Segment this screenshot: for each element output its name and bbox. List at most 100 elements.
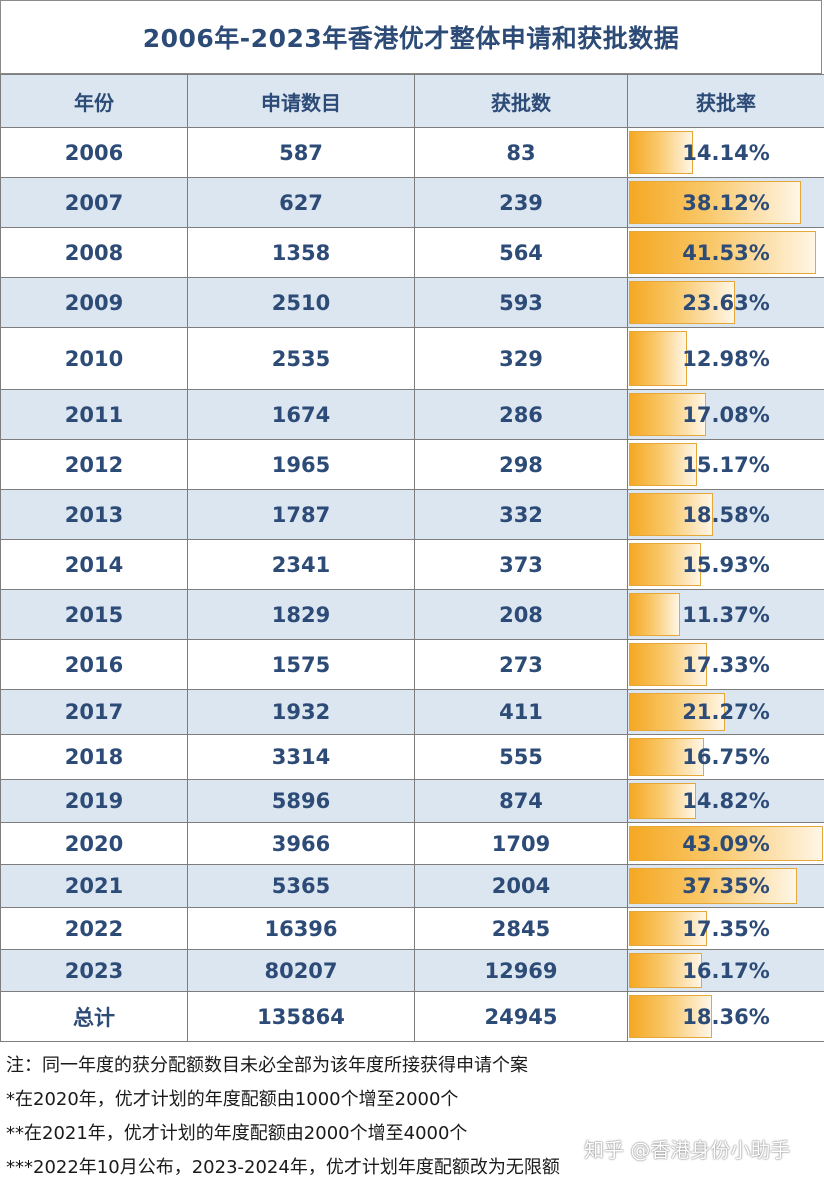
rate-value: 17.35%: [682, 916, 770, 941]
table-row: 2015 1829 208 11.37%: [0, 589, 824, 640]
rate-value: 15.93%: [682, 552, 770, 577]
rate-value: 15.17%: [682, 452, 770, 477]
rate-value: 18.58%: [682, 502, 770, 527]
total-approved-cell: 24945: [414, 991, 628, 1042]
rate-value: 14.14%: [682, 140, 770, 165]
approved-cell: 564: [414, 227, 628, 278]
rate-data-bar: [629, 281, 736, 324]
rate-cell: 23.63%: [627, 277, 824, 328]
rate-data-bar: [629, 443, 698, 486]
rate-value: 14.82%: [682, 789, 770, 813]
year-cell: 2023: [0, 949, 188, 992]
applied-cell: 1674: [187, 389, 415, 440]
rate-value: 37.35%: [682, 874, 770, 898]
rate-data-bar: [629, 393, 706, 436]
approved-cell: 593: [414, 277, 628, 328]
table-row: 2020 3966 1709 43.09%: [0, 822, 824, 865]
year-cell: 2015: [0, 589, 188, 640]
rate-value: 17.33%: [682, 652, 770, 677]
approved-cell: 2845: [414, 907, 628, 950]
rate-data-bar: [629, 493, 713, 536]
applied-cell: 587: [187, 127, 415, 178]
applied-cell: 1829: [187, 589, 415, 640]
rate-data-bar: [629, 783, 696, 819]
rate-value: 17.08%: [682, 402, 770, 427]
year-cell: 2019: [0, 779, 188, 823]
table-row: 2007 627 239 38.12%: [0, 177, 824, 228]
rate-data-bar: [629, 953, 702, 988]
rate-data-bar: [629, 868, 798, 904]
table-row: 2017 1932 411 21.27%: [0, 689, 824, 735]
header-rate: 获批率: [627, 74, 824, 128]
applied-cell: 3314: [187, 734, 415, 780]
rate-value: 11.37%: [682, 602, 770, 627]
rate-cell: 17.33%: [627, 639, 824, 690]
applied-cell: 1787: [187, 489, 415, 540]
year-cell: 2014: [0, 539, 188, 590]
note-line: ***2022年10月公布，2023-2024年，优才计划年度配额改为无限额: [6, 1157, 560, 1178]
approved-cell: 411: [414, 689, 628, 735]
approved-cell: 2004: [414, 864, 628, 908]
year-cell: 2008: [0, 227, 188, 278]
applied-cell: 3966: [187, 822, 415, 865]
rate-cell: 18.36%: [627, 991, 824, 1042]
total-label-cell: 总计: [0, 991, 188, 1042]
rate-data-bar: [629, 826, 823, 861]
table-row: 2018 3314 555 16.75%: [0, 734, 824, 780]
year-cell: 2006: [0, 127, 188, 178]
approved-cell: 332: [414, 489, 628, 540]
applied-cell: 1358: [187, 227, 415, 278]
rate-cell: 15.17%: [627, 439, 824, 490]
year-cell: 2011: [0, 389, 188, 440]
header-row: 年份 申请数目 获批数 获批率: [0, 74, 824, 128]
header-approved: 获批数: [414, 74, 628, 128]
applied-cell: 2341: [187, 539, 415, 590]
page-title: 2006年-2023年香港优才整体申请和获批数据: [0, 0, 822, 74]
rate-cell: 37.35%: [627, 864, 824, 908]
rate-cell: 14.82%: [627, 779, 824, 823]
table-row: 2010 2535 329 12.98%: [0, 327, 824, 390]
zhihu-watermark: 知乎 @香港身份小助手: [584, 1138, 791, 1162]
applied-cell: 1575: [187, 639, 415, 690]
applied-cell: 16396: [187, 907, 415, 950]
rate-data-bar: [629, 738, 705, 776]
rate-cell: 38.12%: [627, 177, 824, 228]
table-row: 2022 16396 2845 17.35%: [0, 907, 824, 950]
rate-data-bar: [629, 543, 701, 586]
rate-cell: 43.09%: [627, 822, 824, 865]
approved-cell: 83: [414, 127, 628, 178]
rate-data-bar: [629, 131, 693, 174]
note-line: **在2021年，优才计划的年度配额由2000个增至4000个: [6, 1123, 468, 1144]
rate-value: 21.27%: [682, 700, 770, 724]
approved-cell: 298: [414, 439, 628, 490]
applied-cell: 1965: [187, 439, 415, 490]
table-row: 2008 1358 564 41.53%: [0, 227, 824, 278]
table-row: 2006 587 83 14.14%: [0, 127, 824, 178]
year-cell: 2018: [0, 734, 188, 780]
notes-section: 注：同一年度的获分配额数目未必全部为该年度所接获得申请个案 *在2020年，优才…: [0, 1043, 824, 1185]
approved-cell: 12969: [414, 949, 628, 992]
applied-cell: 5365: [187, 864, 415, 908]
applied-cell: 5896: [187, 779, 415, 823]
header-year: 年份: [0, 74, 188, 128]
rate-data-bar: [629, 331, 688, 386]
rate-data-bar: [629, 231, 816, 274]
table-row: 2023 80207 12969 16.17%: [0, 949, 824, 992]
table-row: 2013 1787 332 18.58%: [0, 489, 824, 540]
rate-cell: 12.98%: [627, 327, 824, 390]
rate-value: 16.75%: [682, 745, 770, 769]
approved-cell: 273: [414, 639, 628, 690]
rate-cell: 17.08%: [627, 389, 824, 440]
data-table: 年份 申请数目 获批数 获批率 2006 587 83 14.14% 2007 627 23…: [0, 74, 824, 1042]
rate-data-bar: [629, 693, 725, 731]
table-row: 2009 2510 593 23.63%: [0, 277, 824, 328]
year-cell: 2022: [0, 907, 188, 950]
approved-cell: 373: [414, 539, 628, 590]
rate-cell: 16.17%: [627, 949, 824, 992]
rate-data-bar: [629, 911, 708, 946]
rate-data-bar: [629, 995, 712, 1038]
rate-cell: 14.14%: [627, 127, 824, 178]
table-row: 2021 5365 2004 37.35%: [0, 864, 824, 908]
table-row: 2014 2341 373 15.93%: [0, 539, 824, 590]
applied-cell: 80207: [187, 949, 415, 992]
